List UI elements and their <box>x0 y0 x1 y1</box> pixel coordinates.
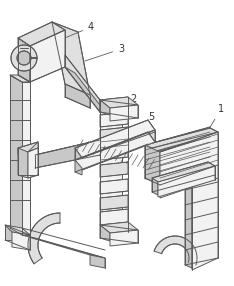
Polygon shape <box>100 127 128 142</box>
Polygon shape <box>5 225 12 240</box>
Polygon shape <box>152 162 215 182</box>
Text: 1: 1 <box>196 104 224 150</box>
Polygon shape <box>110 230 138 246</box>
Polygon shape <box>100 222 138 233</box>
Polygon shape <box>100 195 128 210</box>
Polygon shape <box>145 128 218 148</box>
Polygon shape <box>28 148 38 178</box>
Polygon shape <box>52 22 90 95</box>
Polygon shape <box>145 147 210 169</box>
Polygon shape <box>75 148 82 165</box>
Polygon shape <box>18 142 38 155</box>
Polygon shape <box>185 160 192 268</box>
Polygon shape <box>65 55 100 112</box>
Polygon shape <box>75 132 155 170</box>
Polygon shape <box>18 22 65 46</box>
Polygon shape <box>145 142 210 164</box>
Polygon shape <box>30 30 65 82</box>
Polygon shape <box>110 105 138 121</box>
Polygon shape <box>11 45 37 71</box>
Polygon shape <box>100 100 122 235</box>
Polygon shape <box>185 148 218 164</box>
Text: 2: 2 <box>119 94 136 126</box>
Polygon shape <box>100 209 128 225</box>
Polygon shape <box>100 225 110 241</box>
Polygon shape <box>154 236 197 265</box>
Polygon shape <box>145 152 210 174</box>
Polygon shape <box>145 157 210 179</box>
Text: 5: 5 <box>134 112 154 133</box>
Polygon shape <box>145 132 210 154</box>
Polygon shape <box>5 225 30 235</box>
Polygon shape <box>18 38 30 82</box>
Polygon shape <box>145 127 210 149</box>
Polygon shape <box>100 162 128 177</box>
Polygon shape <box>90 255 105 268</box>
Polygon shape <box>100 145 128 160</box>
Polygon shape <box>35 140 100 168</box>
Polygon shape <box>10 75 30 82</box>
Polygon shape <box>22 235 105 258</box>
Polygon shape <box>160 132 218 198</box>
Polygon shape <box>100 179 128 194</box>
Polygon shape <box>192 152 218 270</box>
Polygon shape <box>100 97 138 108</box>
Polygon shape <box>145 137 210 159</box>
Polygon shape <box>18 148 28 178</box>
Polygon shape <box>75 120 155 158</box>
Polygon shape <box>158 166 215 197</box>
Polygon shape <box>145 145 160 185</box>
Polygon shape <box>82 130 155 170</box>
Text: 4: 4 <box>62 22 94 39</box>
Polygon shape <box>28 213 60 264</box>
Polygon shape <box>12 232 30 250</box>
Polygon shape <box>10 75 22 228</box>
Polygon shape <box>65 84 90 108</box>
Polygon shape <box>100 97 128 112</box>
Text: 3: 3 <box>85 44 124 61</box>
Polygon shape <box>65 67 110 118</box>
Polygon shape <box>100 100 110 115</box>
Polygon shape <box>75 160 82 175</box>
Polygon shape <box>22 82 30 235</box>
Polygon shape <box>100 112 128 127</box>
Polygon shape <box>152 178 158 195</box>
Polygon shape <box>35 140 100 167</box>
